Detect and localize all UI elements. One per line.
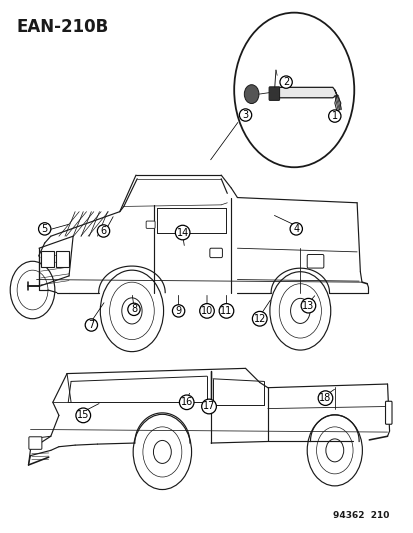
- FancyBboxPatch shape: [385, 401, 391, 424]
- Polygon shape: [278, 87, 336, 98]
- Text: 1: 1: [331, 111, 337, 121]
- Text: EAN-210B: EAN-210B: [16, 19, 108, 36]
- Text: 17: 17: [202, 401, 215, 411]
- Text: 15: 15: [77, 410, 89, 421]
- Circle shape: [234, 13, 354, 167]
- FancyBboxPatch shape: [40, 251, 54, 266]
- FancyBboxPatch shape: [56, 251, 69, 266]
- Text: 13: 13: [301, 301, 314, 311]
- Text: 18: 18: [318, 393, 331, 403]
- Text: 9: 9: [175, 306, 181, 316]
- Text: 10: 10: [200, 306, 213, 316]
- FancyBboxPatch shape: [268, 87, 279, 100]
- Polygon shape: [334, 90, 340, 111]
- Text: 11: 11: [220, 306, 232, 316]
- Text: 5: 5: [41, 224, 48, 234]
- FancyBboxPatch shape: [306, 254, 323, 268]
- Text: 3: 3: [242, 110, 248, 120]
- Text: 16: 16: [180, 397, 192, 407]
- FancyBboxPatch shape: [29, 437, 42, 449]
- FancyBboxPatch shape: [209, 248, 222, 257]
- Text: 6: 6: [100, 226, 106, 236]
- Text: 8: 8: [131, 304, 137, 314]
- FancyBboxPatch shape: [146, 221, 155, 228]
- Text: 14: 14: [176, 228, 188, 238]
- Circle shape: [244, 85, 258, 103]
- Text: 12: 12: [253, 314, 265, 324]
- Text: 4: 4: [292, 224, 299, 234]
- Text: 94362  210: 94362 210: [332, 511, 388, 520]
- Text: 2: 2: [282, 77, 289, 87]
- Text: 7: 7: [88, 320, 94, 330]
